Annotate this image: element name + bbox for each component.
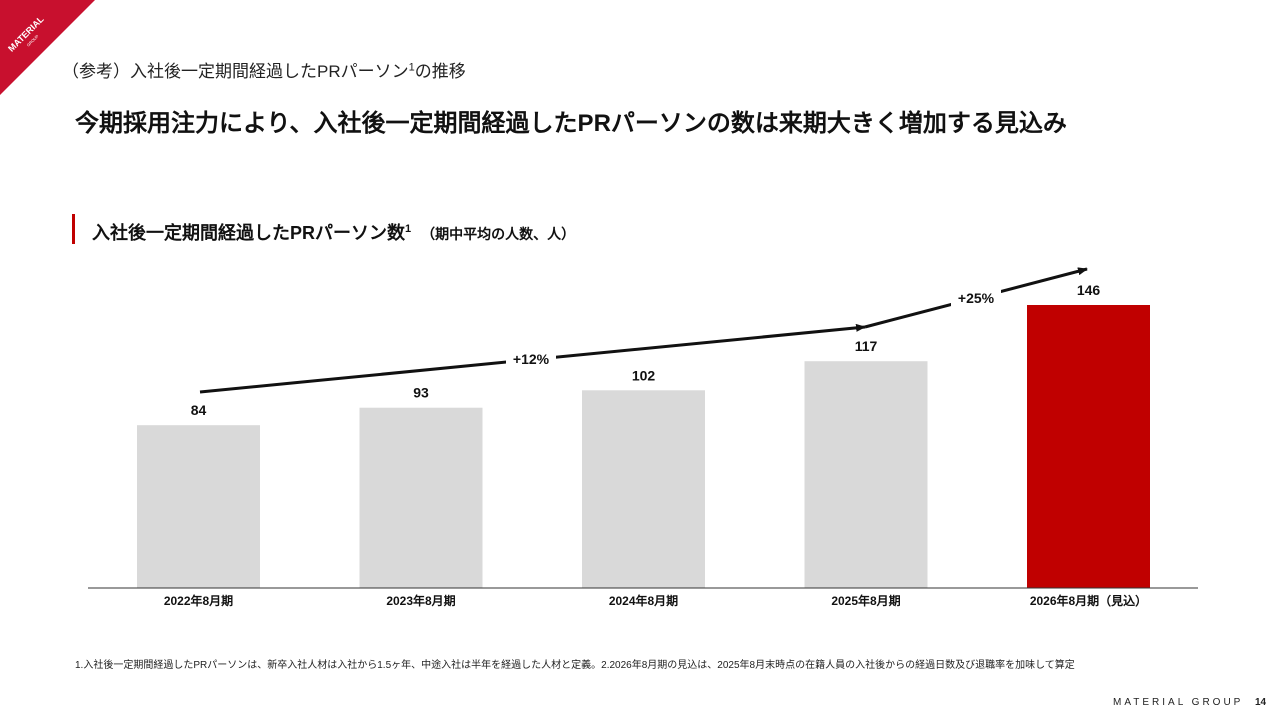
page-number: 14 (1255, 697, 1267, 708)
reference-title: （参考）入社後一定期間経過したPRパーソン1の推移 (62, 57, 466, 82)
growth-label: +25% (958, 290, 995, 306)
chart-title: 入社後一定期間経過したPRパーソン数1 （期中平均の人数、人） (92, 219, 575, 245)
bar (1027, 305, 1150, 588)
footnote: 1.入社後一定期間経過したPRパーソンは、新卒入社人材は入社から1.5ヶ年、中途… (75, 660, 1075, 671)
page-title: 今期採用注力により、入社後一定期間経過したPRパーソンの数は来期大きく増加する見… (75, 110, 1067, 137)
corner-logo: MATERIAL GROUP (0, 0, 95, 95)
data-label: 146 (1077, 282, 1101, 298)
growth-label: +12% (513, 351, 550, 367)
growth-label-bg (506, 349, 556, 369)
x-tick-label: 2024年8月期 (609, 593, 678, 608)
growth-label-bg (951, 288, 1001, 308)
data-label: 93 (413, 385, 429, 401)
footer-brand: MATERIAL GROUP (1113, 697, 1244, 708)
x-tick-label: 2026年8月期（見込） (1030, 593, 1147, 608)
chart-title-sup: 1 (405, 223, 412, 235)
data-label: 117 (855, 338, 878, 354)
data-label: 84 (191, 402, 207, 418)
data-label: 102 (632, 367, 656, 383)
reference-title-sup: 1 (408, 61, 415, 74)
reference-title-prefix: （参考）入社後一定期間経過したPRパーソン (62, 62, 409, 81)
x-tick-label: 2022年8月期 (164, 593, 233, 608)
x-tick-label: 2025年8月期 (831, 593, 900, 608)
x-tick-label: 2023年8月期 (386, 593, 455, 608)
reference-title-suffix: の推移 (414, 62, 466, 81)
bar (582, 390, 705, 588)
chart-subtitle: （期中平均の人数、人） (421, 226, 576, 242)
chart-title-text: 入社後一定期間経過したPRパーソン数 (92, 223, 406, 243)
bar (137, 425, 260, 588)
bar (359, 407, 483, 588)
section-accent-bar (72, 214, 75, 244)
corner-logo-triangle (0, 0, 95, 95)
bar (804, 361, 928, 588)
